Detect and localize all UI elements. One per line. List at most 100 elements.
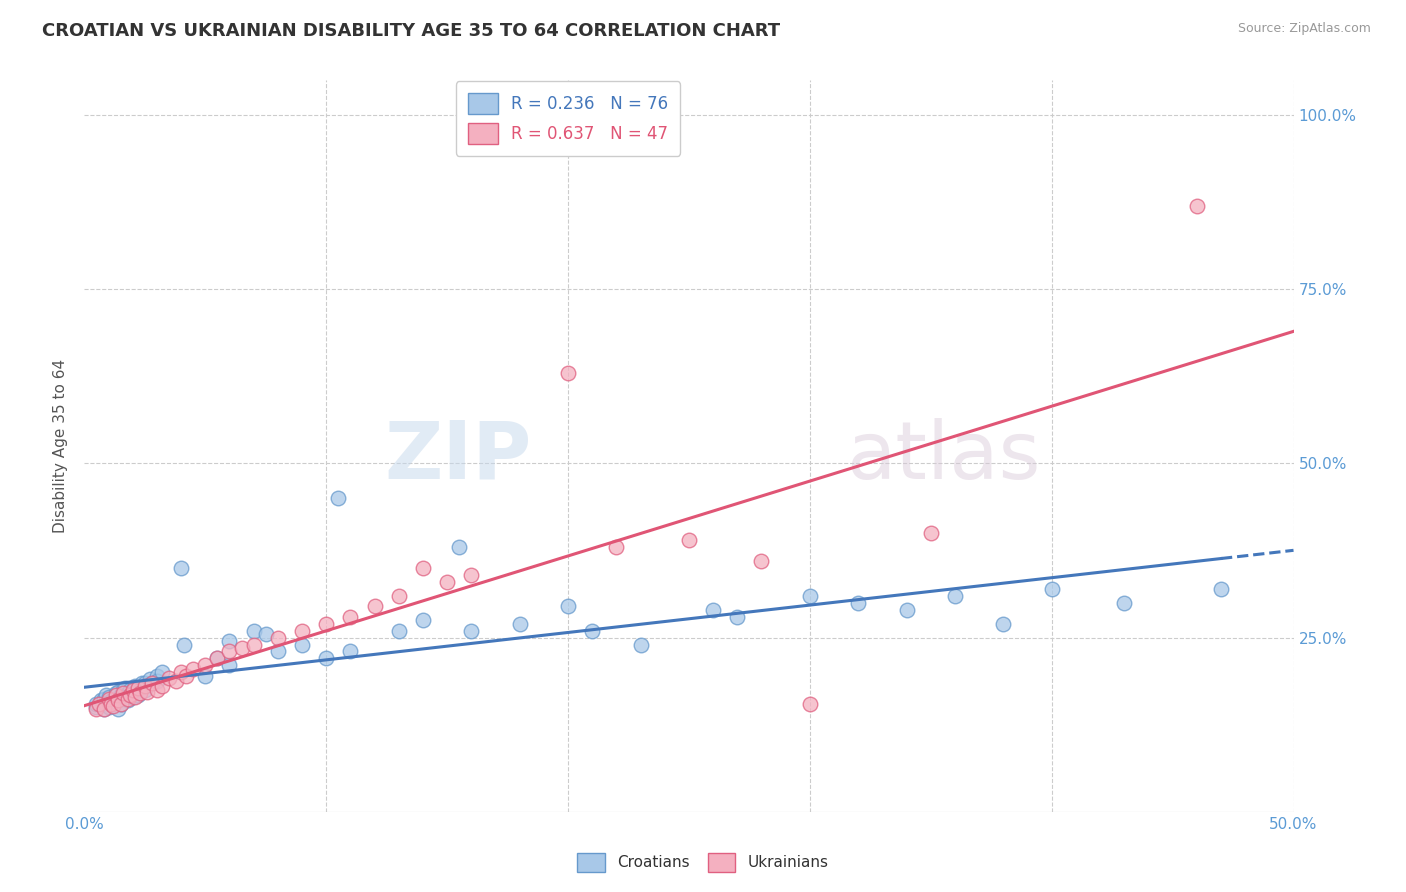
Point (1040, 582, 1063, 596)
Point (97, 695, 120, 709)
Legend: R = 0.236   N = 76, R = 0.637   N = 47: R = 0.236 N = 76, R = 0.637 N = 47 (456, 81, 681, 156)
Point (90, 693, 112, 707)
Point (94, 697, 117, 711)
Point (174, 669, 197, 683)
Point (557, 366, 579, 380)
Point (150, 679, 173, 693)
Point (103, 697, 125, 711)
Point (291, 638, 314, 652)
Point (129, 686, 152, 700)
Point (702, 603, 724, 617)
Point (121, 685, 143, 699)
Point (920, 526, 942, 541)
Point (127, 688, 149, 702)
Point (93, 701, 115, 715)
Point (242, 638, 264, 652)
Point (93, 691, 115, 706)
Point (117, 693, 139, 707)
Point (1185, 199, 1208, 213)
Point (86, 700, 108, 714)
Point (120, 682, 142, 697)
Point (605, 540, 627, 554)
Point (388, 624, 411, 638)
Point (124, 685, 146, 699)
Point (138, 673, 160, 687)
Point (112, 686, 135, 700)
Point (170, 561, 193, 575)
Point (194, 669, 217, 683)
Point (993, 616, 1015, 631)
Point (218, 658, 240, 673)
Point (141, 676, 163, 690)
Point (141, 676, 163, 690)
Point (94, 688, 117, 702)
Point (100, 697, 122, 711)
Point (110, 691, 132, 706)
Point (136, 678, 159, 692)
Point (104, 688, 127, 702)
Point (157, 671, 180, 685)
Point (134, 679, 156, 693)
Point (315, 616, 337, 631)
Text: Source: ZipAtlas.com: Source: ZipAtlas.com (1237, 22, 1371, 36)
Point (799, 589, 821, 603)
Point (218, 634, 240, 648)
Point (173, 638, 195, 652)
Point (896, 603, 918, 617)
Point (242, 624, 264, 638)
Point (112, 682, 135, 697)
Point (129, 682, 152, 697)
Point (127, 681, 149, 695)
Y-axis label: Disability Age 35 to 64: Disability Age 35 to 64 (53, 359, 69, 533)
Point (114, 690, 136, 704)
Text: CROATIAN VS UKRAINIAN DISABILITY AGE 35 TO 64 CORRELATION CHART: CROATIAN VS UKRAINIAN DISABILITY AGE 35 … (42, 22, 780, 40)
Point (110, 697, 132, 711)
Point (460, 624, 482, 638)
Point (799, 697, 821, 711)
Point (436, 574, 458, 589)
Point (121, 690, 143, 704)
Point (86, 697, 108, 711)
Point (146, 669, 169, 683)
Point (87, 697, 110, 711)
Point (267, 644, 290, 658)
Point (751, 554, 773, 568)
Point (107, 701, 129, 715)
Point (120, 688, 142, 702)
Point (1114, 596, 1136, 610)
Point (150, 665, 173, 680)
Point (107, 685, 129, 699)
Point (146, 673, 169, 688)
Point (678, 533, 700, 547)
Point (388, 589, 411, 603)
Point (267, 631, 290, 645)
Point (104, 686, 127, 700)
Point (97, 690, 120, 704)
Point (412, 613, 434, 627)
Point (103, 698, 125, 713)
Point (110, 688, 132, 702)
Point (131, 681, 153, 695)
Text: atlas: atlas (846, 418, 1040, 496)
Point (131, 676, 153, 690)
Point (136, 685, 159, 699)
Point (412, 561, 434, 575)
Point (846, 596, 869, 610)
Point (127, 681, 149, 695)
Point (107, 693, 129, 707)
Point (134, 676, 156, 690)
Point (110, 697, 132, 711)
Point (194, 658, 217, 673)
Point (97, 700, 120, 714)
Point (363, 599, 385, 614)
Point (117, 691, 139, 706)
Point (254, 627, 277, 641)
Point (120, 688, 142, 702)
Legend: Croatians, Ukrainians: Croatians, Ukrainians (569, 845, 837, 880)
Point (117, 686, 139, 700)
Point (630, 638, 652, 652)
Point (315, 651, 337, 665)
Point (112, 688, 135, 702)
Point (291, 624, 314, 638)
Point (339, 609, 361, 624)
